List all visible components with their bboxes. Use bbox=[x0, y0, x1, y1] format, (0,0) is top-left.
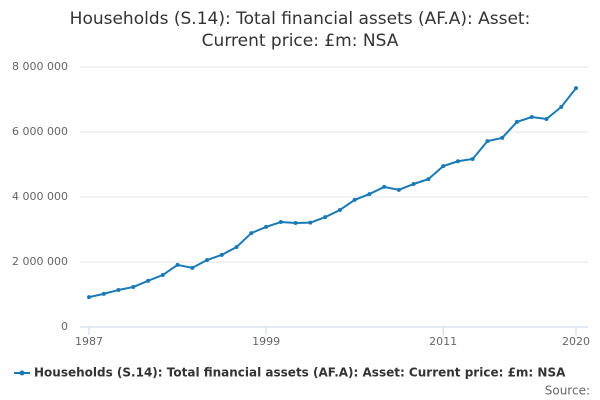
y-tick-label: 4 000 000 bbox=[12, 190, 68, 203]
point bbox=[160, 273, 165, 277]
point bbox=[131, 285, 136, 290]
x-tick-label: 1999 bbox=[252, 335, 280, 348]
point bbox=[396, 187, 401, 192]
legend-marker bbox=[19, 370, 25, 376]
point bbox=[559, 104, 564, 109]
point bbox=[455, 159, 460, 164]
x-tick-label: 1987 bbox=[75, 335, 103, 348]
point bbox=[470, 156, 475, 161]
point bbox=[146, 278, 151, 283]
point bbox=[337, 208, 342, 212]
point bbox=[367, 192, 372, 197]
y-tick-label: 0 bbox=[61, 320, 68, 333]
point bbox=[544, 117, 549, 121]
line bbox=[88, 87, 577, 299]
point bbox=[205, 258, 210, 263]
point bbox=[116, 287, 121, 292]
chart-title: Households (S.14): Total financial asset… bbox=[69, 9, 531, 51]
point bbox=[514, 119, 519, 124]
point bbox=[529, 115, 534, 120]
point bbox=[175, 262, 180, 267]
point bbox=[485, 139, 490, 144]
point bbox=[308, 220, 313, 225]
point bbox=[323, 215, 328, 220]
point bbox=[234, 245, 239, 250]
point bbox=[249, 231, 254, 236]
legend-label: Households (S.14): Total financial asset… bbox=[34, 366, 566, 380]
y-tick-label: 6 000 000 bbox=[12, 125, 68, 138]
point bbox=[278, 220, 283, 225]
x-tick-label: 2020 bbox=[562, 335, 590, 348]
y-tick-label: 2 000 000 bbox=[12, 255, 68, 268]
point bbox=[293, 221, 298, 225]
point bbox=[500, 135, 505, 140]
x-tick-label: 2011 bbox=[429, 335, 457, 348]
point bbox=[87, 295, 91, 300]
point bbox=[426, 177, 431, 182]
point bbox=[382, 184, 387, 189]
point bbox=[219, 252, 224, 257]
point bbox=[574, 86, 578, 91]
point bbox=[101, 291, 106, 296]
point bbox=[441, 164, 446, 169]
point bbox=[190, 265, 195, 270]
y-tick-label: 8 000 000 bbox=[12, 60, 68, 73]
point bbox=[352, 197, 357, 202]
point bbox=[411, 182, 416, 186]
source: Source: bbox=[545, 384, 590, 398]
point bbox=[264, 224, 269, 229]
